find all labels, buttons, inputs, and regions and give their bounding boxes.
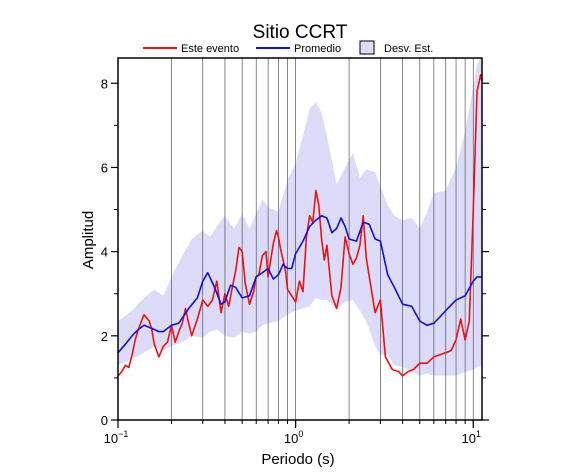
plot-area (118, 58, 482, 420)
legend-label-este-evento: Este evento (181, 43, 239, 55)
axes: 0 2 4 6 8 10−1 100 101 (101, 57, 489, 446)
legend-swatch-desv-est (359, 40, 375, 55)
chart-title: Sitio CCRT (253, 22, 348, 43)
y-tick-label: 2 (101, 329, 108, 344)
series-line-promedio (118, 215, 482, 354)
std-band-area (118, 58, 482, 376)
legend-label-promedio: Promedio (294, 43, 341, 55)
y-tick-label: 8 (101, 76, 108, 91)
plot-frame (117, 57, 483, 421)
y-tick-label: 6 (101, 160, 108, 175)
x-axis-label: Periodo (s) (261, 451, 334, 468)
x-tick-label: 100 (284, 429, 303, 446)
y-axis-label: Amplitud (80, 211, 97, 269)
x-tick-label: 10−1 (104, 429, 129, 446)
y-tick-label: 4 (101, 245, 108, 260)
x-tick-label: 101 (462, 429, 481, 446)
legend: Este evento Promedio Desv. Est. (143, 40, 433, 55)
y-tick-label: 0 (101, 413, 108, 428)
legend-label-desv-est: Desv. Est. (384, 43, 433, 55)
